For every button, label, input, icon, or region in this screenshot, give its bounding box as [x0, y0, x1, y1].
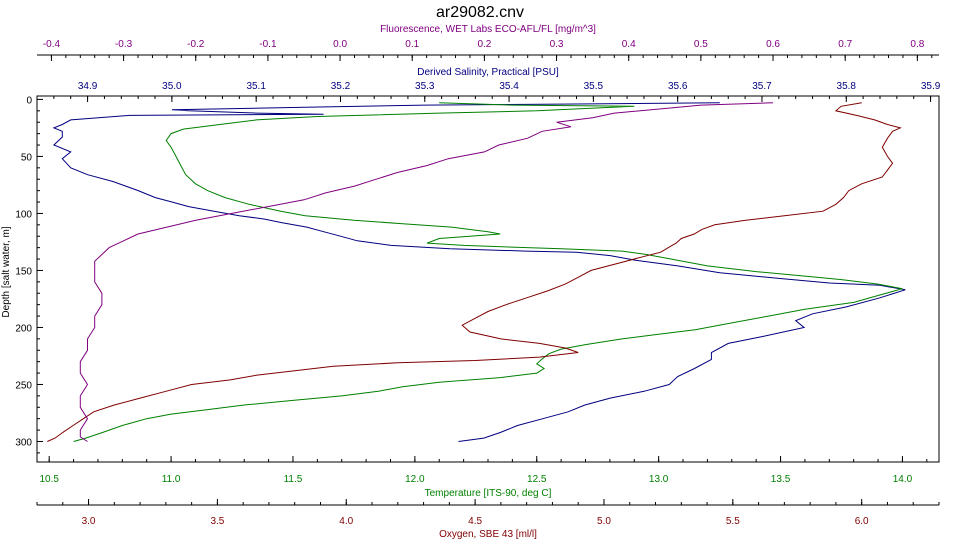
sal-tick-label: 35.1	[246, 81, 266, 92]
oxy-axis-title: Oxygen, SBE 43 [ml/l]	[439, 529, 537, 540]
temp-axis: 10.5 11.0 11.5 12.0 12.5 13.0 13.5 14.0 Temperat…	[39, 456, 928, 499]
fluor-tick-label: -0.1	[259, 39, 277, 50]
sal-axis: 34.9 35.0 35.1 35.2 35.3 35.4 35.5 35.6 35.7 35.8…	[36, 67, 941, 102]
chart-title: ar29082.cnv	[436, 4, 524, 21]
sal-tick-label: 35.6	[668, 81, 688, 92]
temp-tick-label: 13.5	[771, 474, 791, 485]
fluor-tick-label: 0.0	[333, 39, 347, 50]
oxy-tick-label: 5.0	[597, 516, 611, 527]
oxy-tick-label: 5.5	[726, 516, 740, 527]
fluor-tick-label: -0.2	[187, 39, 205, 50]
fluor-tick-label: 0.1	[405, 39, 419, 50]
sal-tick-label: 35.9	[921, 81, 941, 92]
depth-tick-label: 300	[15, 437, 32, 448]
plot-frame	[36, 95, 940, 463]
oxy-tick-label: 4.0	[339, 516, 353, 527]
depth-tick-label: 150	[15, 266, 32, 277]
depth-tick-label: 100	[15, 209, 32, 220]
sal-series-line	[52, 102, 906, 442]
oxy-tick-label: 3.5	[210, 516, 224, 527]
sal-tick-label: 34.9	[78, 81, 98, 92]
fluor-tick-label: 0.2	[477, 39, 491, 50]
fluor-tick-label: 0.6	[766, 39, 780, 50]
temp-tick-label: 12.0	[405, 474, 425, 485]
temp-tick-label: 14.0	[893, 474, 913, 485]
temp-tick-label: 11.5	[284, 474, 303, 485]
sal-tick-label: 35.5	[584, 81, 604, 92]
fluor-tick-label: 0.8	[910, 39, 924, 50]
fluor-tick-label: 0.4	[622, 39, 636, 50]
temp-series-line	[73, 102, 903, 442]
depth-tick-label: 200	[15, 323, 32, 334]
sal-tick-label: 35.7	[752, 81, 772, 92]
fluor-axis: -0.4 -0.3 -0.2 -0.1 0.0 0.1 0.2 0.3 0.4 0.5 0.6 0.7…	[37, 24, 939, 61]
oxy-tick-label: 4.5	[468, 516, 482, 527]
temp-tick-label: 10.5	[39, 474, 59, 485]
fluor-tick-label: -0.3	[115, 39, 133, 50]
oxy-tick-label: 3.0	[82, 516, 96, 527]
y-axis-title: Depth [salt water, m]	[1, 226, 12, 317]
depth-tick-label: 0	[26, 95, 32, 106]
fluor-tick-label: 0.3	[550, 39, 564, 50]
temp-tick-label: 13.0	[649, 474, 669, 485]
depth-axis: 0 50 100 150 200 250 300	[15, 95, 43, 454]
sal-tick-label: 35.8	[837, 81, 857, 92]
sal-axis-title: Derived Salinity, Practical [PSU]	[417, 67, 559, 78]
oxy-series-line	[47, 102, 902, 442]
depth-tick-label: 250	[15, 380, 32, 391]
temp-tick-label: 11.0	[162, 474, 181, 485]
temp-axis-title: Temperature [ITS-90, deg C]	[425, 488, 552, 499]
fluor-axis-title: Fluorescence, WET Labs ECO-AFL/FL [mg/m^…	[380, 24, 596, 35]
sal-tick-label: 35.2	[331, 81, 351, 92]
oxy-tick-label: 6.0	[855, 516, 869, 527]
fluor-tick-label: -0.4	[43, 39, 61, 50]
fluor-series-line	[79, 102, 774, 442]
fluor-tick-label: 0.5	[694, 39, 708, 50]
depth-tick-label: 50	[21, 152, 33, 163]
fluor-tick-label: 0.7	[838, 39, 852, 50]
sal-tick-label: 35.4	[499, 81, 519, 92]
oxy-axis: 3.0 3.5 4.0 4.5 5.0 5.5 6.0 Oxygen, SBE 43 [ml/…	[36, 499, 940, 540]
sal-tick-label: 35.0	[162, 81, 182, 92]
temp-tick-label: 12.5	[527, 474, 547, 485]
sal-tick-label: 35.3	[415, 81, 435, 92]
